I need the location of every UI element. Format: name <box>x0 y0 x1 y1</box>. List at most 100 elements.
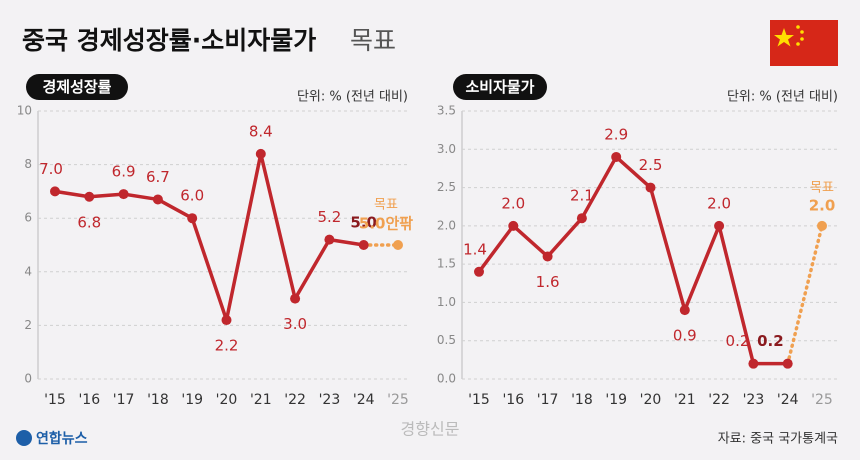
value-label: 1.6 <box>536 273 560 291</box>
value-label: 8.4 <box>249 122 273 140</box>
value-label: 0.2 <box>757 332 784 350</box>
flag <box>770 20 838 66</box>
y-tick-label: 0.0 <box>437 372 456 386</box>
point <box>474 266 484 277</box>
y-tick-label: 2.5 <box>437 180 456 194</box>
value-label: 3.0 <box>283 315 307 333</box>
y-tick-label: 3.0 <box>437 142 456 156</box>
target-line <box>785 224 824 366</box>
x-tick-label: '22 <box>284 392 306 408</box>
point <box>782 358 793 369</box>
watermark: 경향신문 <box>401 420 460 439</box>
target-point <box>393 240 403 250</box>
x-tick-label: '17 <box>537 392 559 408</box>
flag-star <box>796 42 800 46</box>
value-label: 2.0 <box>707 194 731 212</box>
source: 자료: 중국 국가통계국 <box>718 432 838 447</box>
value-label: 6.0 <box>180 187 204 205</box>
value-label: 5.0 <box>350 214 377 232</box>
point <box>714 220 725 231</box>
point <box>221 315 232 326</box>
panel-label: 소비자물가 <box>465 78 534 96</box>
value-label: 7.0 <box>39 160 63 178</box>
point <box>508 220 519 231</box>
y-tick-label: 10 <box>17 104 32 118</box>
point <box>576 213 587 224</box>
value-label: 2.9 <box>604 125 628 143</box>
point <box>290 293 301 304</box>
point <box>358 240 369 250</box>
target-label: 5.0안팎 <box>359 215 413 233</box>
point <box>645 182 656 193</box>
y-tick-label: 2.0 <box>437 218 456 232</box>
x-tick-label: '20 <box>640 392 662 408</box>
x-tick-label: '24 <box>353 392 375 408</box>
flag-star <box>800 30 804 34</box>
point <box>255 148 266 159</box>
y-tick-label: 6 <box>24 211 32 225</box>
point <box>611 151 622 162</box>
value-label: 6.8 <box>77 213 101 231</box>
flag-star <box>774 28 794 47</box>
value-label: 2.0 <box>501 194 525 212</box>
point <box>50 186 60 197</box>
unit-label: 단위: % (전년 대비) <box>297 90 408 105</box>
x-tick-label: '18 <box>147 392 169 408</box>
target-label: 2.0 <box>809 196 836 214</box>
value-label: 0.9 <box>673 327 697 345</box>
unit-label: 단위: % (전년 대비) <box>727 90 838 105</box>
title: 중국 경제성장률·소비자물가 <box>22 26 316 55</box>
title-suffix: 목표 <box>350 26 396 55</box>
target-name: 목표 <box>810 180 834 195</box>
y-tick-label: 3.5 <box>437 104 456 118</box>
y-tick-label: 2 <box>24 318 32 332</box>
y-tick-label: 1.0 <box>437 295 456 309</box>
x-tick-label: '20 <box>216 392 238 408</box>
point <box>679 305 690 316</box>
x-tick-label: '22 <box>708 392 730 408</box>
panel-pill <box>453 74 547 100</box>
value-label: 6.7 <box>146 168 170 186</box>
x-tick-label: '25 <box>811 392 833 408</box>
panel-pill <box>26 74 128 100</box>
x-tick-label: '21 <box>674 392 696 408</box>
credit: 연합뉴스 <box>36 430 88 447</box>
y-tick-label: 4 <box>24 264 32 278</box>
x-tick-label: '17 <box>113 392 135 408</box>
y-tick-label: 0.5 <box>437 333 456 347</box>
value-label: 1.4 <box>463 240 487 258</box>
value-label: 5.2 <box>317 208 341 226</box>
point <box>118 189 129 200</box>
x-tick-label: '19 <box>605 392 627 408</box>
value-label: 6.9 <box>112 163 136 181</box>
x-tick-label: '23 <box>743 392 765 408</box>
y-tick-label: 1.5 <box>437 257 456 271</box>
x-tick-label: '18 <box>571 392 593 408</box>
y-tick-label: 0 <box>24 372 32 386</box>
line <box>54 152 364 322</box>
target-point <box>817 220 827 231</box>
x-tick-label: '15 <box>44 392 66 408</box>
flag-star <box>796 25 800 29</box>
point <box>542 251 553 262</box>
panel-label: 경제성장률 <box>42 78 111 96</box>
credit-logo <box>16 430 32 446</box>
point <box>84 191 95 202</box>
y-tick-label: 8 <box>24 157 32 171</box>
point <box>187 213 198 224</box>
flag-star <box>800 37 804 41</box>
x-tick-label: '16 <box>502 392 524 408</box>
value-label: 2.1 <box>570 187 594 205</box>
x-tick-label: '19 <box>181 392 203 408</box>
x-tick-label: '23 <box>319 392 341 408</box>
point <box>324 234 335 245</box>
value-label: 2.5 <box>639 156 663 174</box>
line <box>477 155 788 366</box>
x-tick-label: '24 <box>777 392 799 408</box>
target-name: 목표 <box>374 198 398 213</box>
x-tick-label: '25 <box>387 392 409 408</box>
x-tick-label: '16 <box>78 392 100 408</box>
point <box>748 358 759 369</box>
